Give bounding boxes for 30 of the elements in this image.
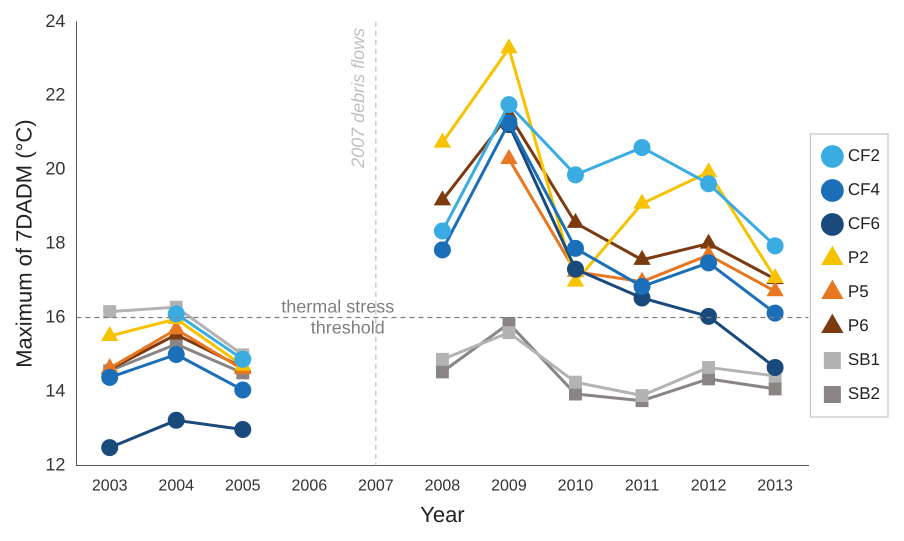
legend-label: P2 xyxy=(848,248,869,268)
x-tick-label: 2005 xyxy=(224,477,261,494)
ref-line-label: 2007 debris flows xyxy=(348,28,368,169)
ref-line-label: thermal stress threshold xyxy=(281,296,394,338)
legend-label: CF4 xyxy=(848,180,880,200)
x-tick-label: 2010 xyxy=(558,477,594,494)
x-axis-title: Year xyxy=(420,502,465,527)
x-tick-label: 2012 xyxy=(690,477,726,494)
x-tick-label: 2004 xyxy=(158,477,194,494)
legend-label: CF2 xyxy=(848,146,880,166)
legend-label: SB1 xyxy=(848,350,880,370)
legend-label: P6 xyxy=(848,316,869,336)
legend-label: CF6 xyxy=(848,214,880,234)
x-tick-label: 2009 xyxy=(491,477,527,494)
y-tick-label: 14 xyxy=(45,380,66,400)
x-tick-label: 2008 xyxy=(424,477,460,494)
x-tick-label: 2011 xyxy=(624,477,660,494)
y-tick-label: 18 xyxy=(45,232,66,253)
y-tick-label: 20 xyxy=(45,158,66,179)
y-tick-label: 12 xyxy=(45,454,66,474)
y-tick-label: 22 xyxy=(45,84,66,105)
x-tick-label: 2013 xyxy=(757,477,793,494)
x-tick-label: 2007 xyxy=(358,477,394,494)
y-tick-label: 16 xyxy=(45,306,66,326)
x-tick-label: 2003 xyxy=(92,477,128,494)
y-tick-label: 24 xyxy=(45,10,66,31)
legend-label: SB2 xyxy=(848,384,880,404)
y-axis-title: Maximum of 7DADM (°C) xyxy=(11,119,36,368)
legend-label: P5 xyxy=(848,282,869,302)
x-tick-label: 2006 xyxy=(292,477,328,494)
